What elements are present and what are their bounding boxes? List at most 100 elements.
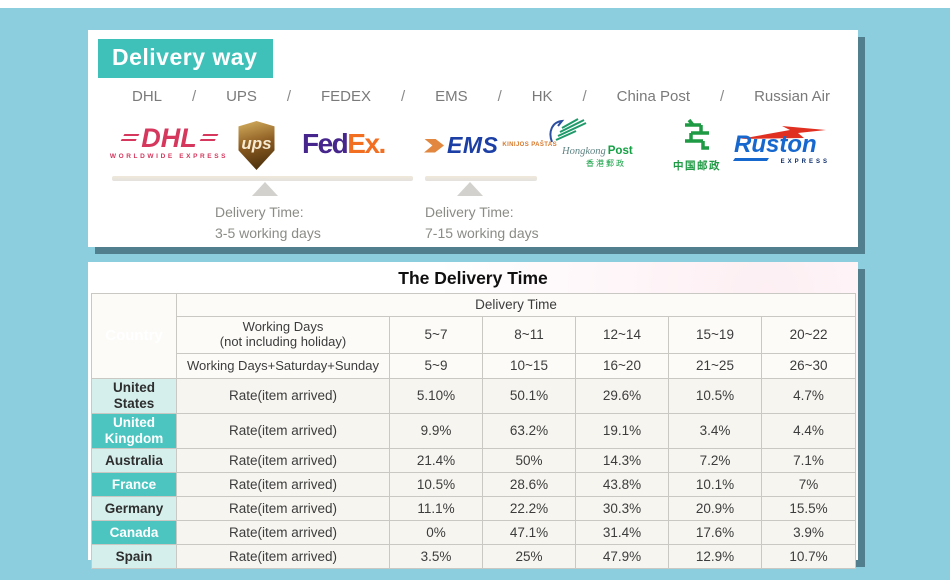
hongkong-post-text-1: Hongkong (562, 146, 606, 157)
rate-value-cell: 47.9% (575, 544, 669, 569)
china-post-logo: 中国邮政 (666, 118, 728, 173)
pointer-triangle-1-icon (252, 182, 278, 196)
rate-value-cell: 25% (482, 544, 576, 569)
note-title: Delivery Time: (425, 204, 514, 220)
table-row: Spain Rate(item arrived) 3.5% 25% 47.9% 12.9%… (91, 544, 857, 569)
note-value: 7-15 working days (425, 225, 539, 241)
rate-value-cell: 31.4% (575, 520, 669, 545)
courier-separator: / (286, 88, 292, 105)
rate-value-cell: 50% (482, 448, 576, 473)
ruston-logo-text: Ruston (734, 131, 817, 158)
table-row: France Rate(item arrived) 10.5% 28.6% 43.8% 1… (91, 472, 857, 497)
dhl-stripes-right-icon (198, 134, 219, 143)
rate-value-cell: 14.3% (575, 448, 669, 473)
ups-shield-icon: ups (238, 121, 275, 170)
dhl-logo: DHL WORLDWIDE EXPRESS (108, 123, 230, 161)
courier-name-russian-air: Russian Air (754, 88, 830, 105)
top-white-strip (0, 0, 950, 8)
hongkong-post-bird-icon (549, 118, 587, 143)
ems-logo-subtext: KINIJOS PAŠTAS (502, 142, 558, 148)
country-cell-united-kingdom: United Kingdom (91, 413, 177, 449)
country-cell-spain: Spain (91, 544, 177, 569)
day-range-cell: 8~11 (482, 316, 576, 354)
china-post-chinese-text: 中国邮政 (673, 160, 721, 172)
rate-label-cell: Rate(item arrived) (176, 472, 390, 497)
fedex-logo-dot: . (378, 128, 387, 159)
rate-value-cell: 50.1% (482, 378, 576, 414)
courier-name-dhl: DHL (132, 88, 163, 105)
hongkong-post-logo: Hongkong Post 香港郵政 (546, 116, 666, 169)
fedex-logo: FedEx. (302, 128, 387, 159)
dhl-logo-subtext: WORLDWIDE EXPRESS (109, 153, 229, 160)
day-range-cell: 10~15 (482, 353, 576, 379)
rate-value-cell: 28.6% (482, 472, 576, 497)
rate-value-cell: 15.5% (760, 496, 857, 521)
delivery-way-panel: Delivery way DHL / UPS / FEDEX / EMS / HK / China … (88, 30, 858, 247)
courier-name-ems: EMS (435, 88, 468, 105)
note-title: Delivery Time: (215, 204, 304, 220)
rate-label-cell: Rate(item arrived) (176, 520, 390, 545)
hongkong-post-chinese-text: 香港郵政 (586, 159, 626, 168)
delivery-time-note-ems: Delivery Time: 7-15 working days (425, 202, 539, 244)
ruston-swoosh-icon (732, 158, 770, 161)
table-title: The Delivery Time (398, 268, 548, 288)
dhl-logo-text: DHL (141, 123, 197, 153)
rate-value-cell: 43.8% (575, 472, 669, 497)
ups-logo-text: ups (241, 133, 272, 153)
dhl-logo-row: DHL (108, 123, 230, 153)
table-row: Canada Rate(item arrived) 0% 47.1% 31.4% 17.6… (91, 520, 857, 545)
rate-value-cell: 7% (760, 472, 857, 497)
rate-value-cell: 5.10% (389, 378, 483, 414)
ems-logo-text: EMS (447, 132, 499, 158)
working-days-header-row: Working Days (not including holiday) 5~7 8~… (92, 316, 857, 354)
rate-value-cell: 21.4% (389, 448, 483, 473)
table-row: United Kingdom Rate(item arrived) 9.9% 63.2… (91, 413, 857, 449)
day-range-cell: 16~20 (575, 353, 669, 379)
china-post-emblem-icon (685, 118, 709, 150)
rate-value-cell: 63.2% (482, 413, 576, 449)
day-range-cell: 21~25 (668, 353, 762, 379)
rate-value-cell: 7.1% (760, 448, 857, 473)
rate-value-cell: 47.1% (482, 520, 576, 545)
country-header-cell: Country (91, 293, 177, 379)
rate-value-cell: 20.9% (668, 496, 762, 521)
day-range-cell: 15~19 (668, 316, 762, 354)
country-cell-australia: Australia (91, 448, 177, 473)
rate-value-cell: 22.2% (482, 496, 576, 521)
fedex-logo-ex: Ex (347, 128, 380, 159)
ups-logo: ups (234, 121, 279, 170)
rate-value-cell: 11.1% (389, 496, 483, 521)
ems-arrow-icon (424, 138, 444, 153)
delivery-time-note-fast: Delivery Time: 3-5 working days (215, 202, 321, 244)
rate-label-cell: Rate(item arrived) (176, 496, 390, 521)
working-days-weekend-header-row: Working Days+Saturday+Sunday 5~9 10~15 16~2… (92, 353, 857, 379)
ems-logo: EMS KINIJOS PAŠTAS (424, 132, 560, 159)
rate-value-cell: 3.5% (389, 544, 483, 569)
ruston-logo: Ruston EXPRESS (732, 124, 830, 165)
rate-value-cell: 9.9% (389, 413, 483, 449)
rate-value-cell: 7.2% (668, 448, 762, 473)
rate-value-cell: 29.6% (575, 378, 669, 414)
delivery-time-group-header: Delivery Time (175, 293, 857, 317)
delivery-way-badge: Delivery way (98, 39, 274, 78)
header-label-cell: Working Days+Saturday+Sunday (176, 353, 390, 379)
country-cell-france: France (91, 472, 177, 497)
dhl-stripes-left-icon (119, 134, 140, 143)
rate-value-cell: 3.4% (668, 413, 762, 449)
pointer-triangle-2-icon (457, 182, 483, 196)
ruston-arrow-icon (740, 126, 826, 139)
rate-value-cell: 4.7% (760, 378, 857, 414)
rate-value-cell: 10.5% (389, 472, 483, 497)
fedex-logo-fed: Fed (302, 128, 349, 159)
courier-name-hk: HK (531, 88, 553, 105)
rate-label-cell: Rate(item arrived) (176, 448, 390, 473)
courier-separator: / (191, 88, 197, 105)
day-range-cell: 12~14 (575, 316, 669, 354)
rate-label-cell: Rate(item arrived) (176, 544, 390, 569)
rate-value-cell: 17.6% (668, 520, 762, 545)
day-range-cell: 5~9 (389, 353, 483, 379)
country-cell-canada: Canada (91, 520, 177, 545)
country-cell-united-states: United States (91, 378, 177, 414)
courier-separator: / (497, 88, 502, 105)
country-cell-germany: Germany (91, 496, 177, 521)
